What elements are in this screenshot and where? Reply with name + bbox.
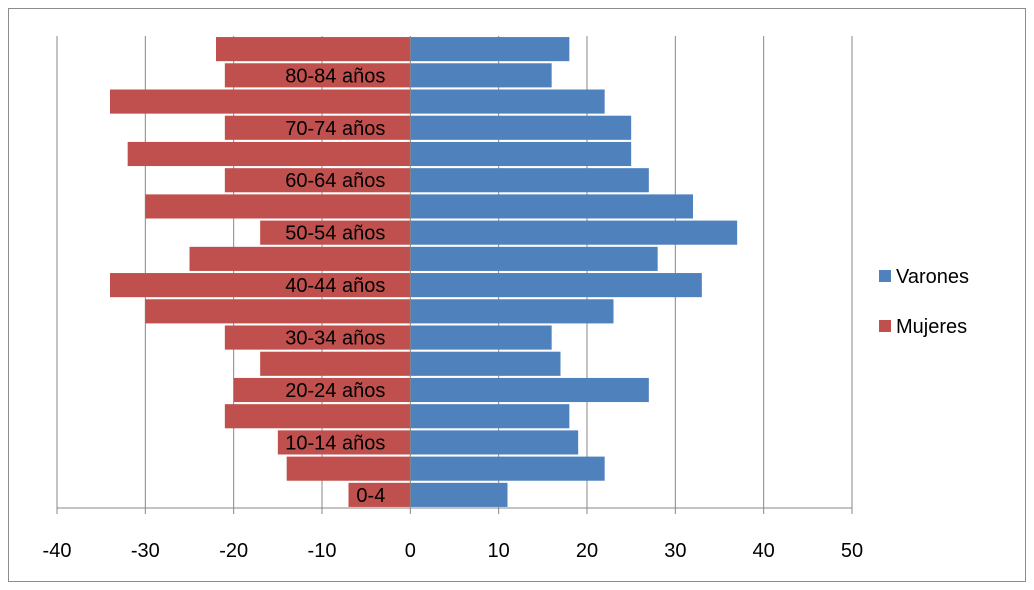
bar-mujeres-4 [233, 377, 411, 403]
x-tick-label-4: 0 [405, 540, 416, 562]
bar-mujeres-1 [286, 456, 411, 481]
x-tick-label-1: -30 [131, 540, 160, 562]
category-label-2: 10-14 años [285, 432, 385, 454]
bar-varones-1 [410, 456, 605, 481]
bar-varones-11 [410, 194, 693, 219]
bar-varones-6 [410, 325, 552, 350]
bar-varones-2 [410, 430, 579, 455]
legend-label-varones: Varones [896, 266, 969, 288]
bar-varones-7 [410, 299, 614, 324]
x-tick-label-5: 10 [488, 540, 510, 562]
bar-mujeres-9 [189, 246, 411, 271]
bar-varones-5 [410, 351, 561, 376]
bar-mujeres-5 [260, 351, 411, 376]
bar-varones-13 [410, 141, 632, 167]
bar-mujeres-8 [110, 273, 411, 298]
bar-mujeres-16 [224, 63, 411, 88]
x-tick-label-7: 30 [664, 540, 686, 562]
bar-mujeres-6 [224, 325, 411, 350]
x-tick-label-0: -40 [43, 540, 72, 562]
bar-mujeres-7 [145, 299, 411, 324]
category-label-4: 20-24 años [285, 380, 385, 402]
bar-varones-16 [410, 63, 552, 88]
bar-mujeres-14 [224, 115, 411, 140]
bar-mujeres-10 [260, 220, 411, 245]
category-label-14: 70-74 años [285, 118, 385, 140]
bar-mujeres-15 [110, 89, 411, 114]
bar-mujeres-17 [216, 37, 411, 62]
bar-varones-8 [410, 273, 702, 298]
bar-varones-12 [410, 168, 649, 193]
bar-mujeres-0 [348, 482, 411, 507]
x-tick-label-8: 40 [753, 540, 775, 562]
bar-varones-9 [410, 246, 658, 271]
bar-mujeres-12 [224, 168, 411, 193]
bar-varones-17 [410, 37, 570, 62]
category-label-10: 50-54 años [285, 223, 385, 245]
x-tick-label-2: -20 [219, 540, 248, 562]
category-label-0: 0-4 [356, 485, 385, 507]
bar-varones-3 [410, 404, 570, 429]
category-label-12: 60-64 años [285, 170, 385, 192]
category-label-16: 80-84 años [285, 65, 385, 87]
bar-varones-15 [410, 89, 605, 114]
legend-swatch-mujeres [879, 320, 891, 332]
bar-mujeres-13 [127, 141, 411, 167]
bar-varones-4 [410, 377, 649, 403]
bar-varones-0 [410, 482, 508, 507]
bar-mujeres-3 [224, 404, 411, 429]
x-tick-label-9: 50 [841, 540, 863, 562]
bar-mujeres-2 [277, 430, 411, 455]
legend-label-mujeres: Mujeres [896, 316, 967, 338]
x-tick-label-6: 20 [576, 540, 598, 562]
category-label-6: 30-34 años [285, 328, 385, 350]
bar-varones-10 [410, 220, 738, 245]
category-label-8: 40-44 años [285, 275, 385, 297]
bar-varones-14 [410, 115, 632, 140]
legend-swatch-varones [879, 270, 891, 282]
bar-mujeres-11 [145, 194, 411, 219]
x-tick-label-3: -10 [308, 540, 337, 562]
